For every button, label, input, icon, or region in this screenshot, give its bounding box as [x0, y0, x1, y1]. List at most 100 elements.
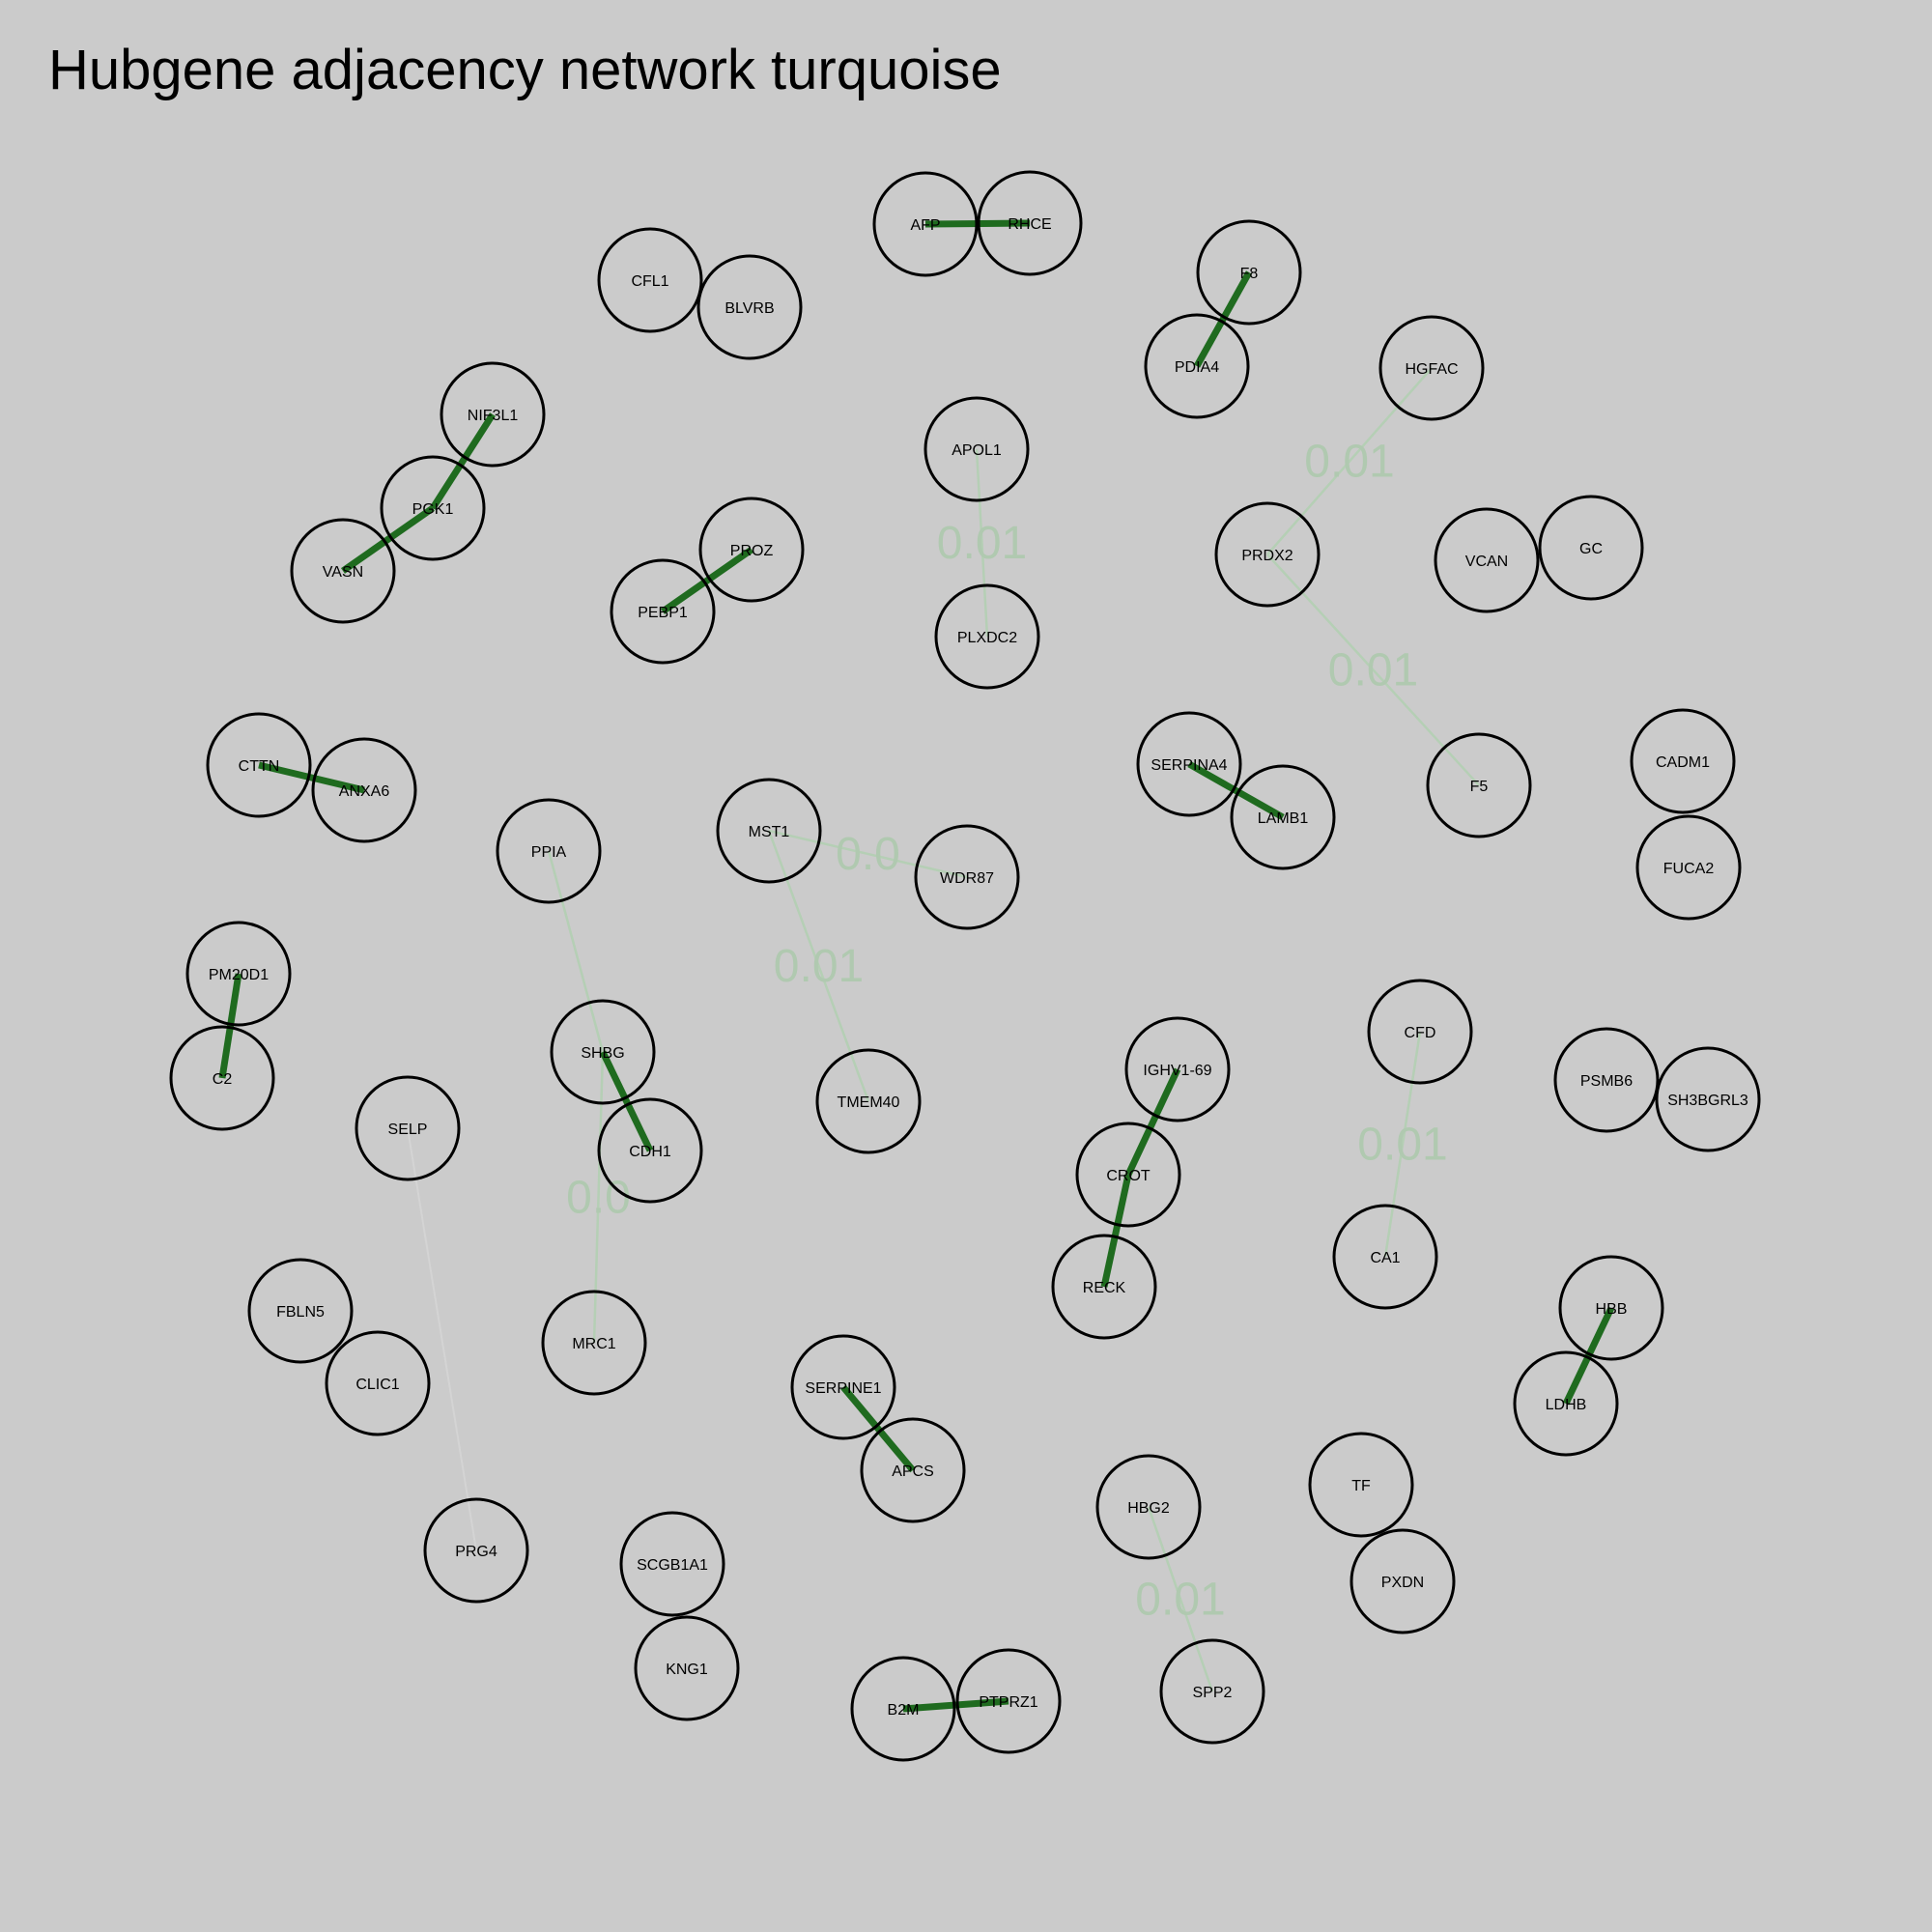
node-pebp1: PEBP1: [610, 558, 716, 665]
node-label: F5: [1470, 779, 1489, 795]
edge-serpina4-lamb1: [1187, 760, 1285, 821]
edge-shbg-mrc1: [592, 1051, 605, 1344]
node-label: PPIA: [531, 844, 567, 861]
edge-weight-label: 0.01: [1135, 1575, 1225, 1626]
node-label: NIF3L1: [468, 408, 519, 424]
node-mrc1: MRC1: [541, 1290, 647, 1396]
diagram-title: Hubgene adjacency network turquoise: [48, 39, 1002, 101]
node-circle: [1332, 1204, 1438, 1310]
edge-ighv1-69-crot: [1124, 1067, 1181, 1177]
node-circle: [169, 1025, 275, 1131]
node-hbg2: HBG2: [1095, 1454, 1202, 1560]
node-circle: [597, 227, 703, 333]
node-f5: F5: [1426, 732, 1532, 838]
node-plxdc2: PLXDC2: [934, 583, 1040, 690]
node-label: MST1: [749, 824, 790, 840]
node-circle: [423, 1497, 529, 1604]
node-label: PEBP1: [638, 605, 688, 621]
node-circle: [977, 170, 1083, 276]
edge-ppia-shbg: [547, 850, 605, 1053]
node-label: APOL1: [952, 442, 1002, 459]
node-circle: [696, 254, 803, 360]
node-apol1: APOL1: [923, 396, 1030, 502]
node-circle: [1051, 1234, 1157, 1340]
node-label: PTPRZ1: [979, 1694, 1037, 1711]
node-circle: [550, 999, 656, 1105]
node-cdh1: CDH1: [597, 1097, 703, 1204]
node-lamb1: LAMB1: [1230, 764, 1336, 870]
node-circle: [1630, 708, 1736, 814]
edge-hgfac-prdx2: [1266, 367, 1433, 555]
node-clic1: CLIC1: [325, 1330, 431, 1436]
node-label: CFL1: [631, 273, 668, 290]
node-label: TF: [1351, 1478, 1371, 1494]
node-circle: [311, 737, 417, 843]
node-ighv1-69: IGHV1-69: [1124, 1016, 1231, 1122]
node-shbg: SHBG: [550, 999, 656, 1105]
node-circle: [815, 1048, 922, 1154]
node-circle: [355, 1075, 461, 1181]
node-circle: [185, 921, 292, 1027]
node-circle: [934, 583, 1040, 690]
node-circle: [325, 1330, 431, 1436]
edge-hbb-ldhb: [1562, 1306, 1615, 1406]
node-circle: [541, 1290, 647, 1396]
node-vcan: VCAN: [1434, 507, 1540, 613]
node-wdr87: WDR87: [914, 824, 1020, 930]
node-fuca2: FUCA2: [1635, 814, 1742, 921]
edge-shbg-cdh1: [599, 1050, 654, 1152]
node-scgb1a1: SCGB1A1: [619, 1511, 725, 1617]
node-c2: C2: [169, 1025, 275, 1131]
node-ca1: CA1: [1332, 1204, 1438, 1310]
node-circle: [1214, 501, 1321, 608]
node-prg4: PRG4: [423, 1497, 529, 1604]
node-ptprz1: PTPRZ1: [955, 1648, 1062, 1754]
node-circle: [860, 1417, 966, 1523]
edge-b2m-ptprz1: [902, 1697, 1009, 1713]
node-pxdn: PXDN: [1350, 1528, 1456, 1634]
edge-weight-label: 0.01: [774, 941, 864, 992]
node-circle: [619, 1511, 725, 1617]
edge-hbg2-spp2: [1147, 1506, 1214, 1692]
node-ldhb: LDHB: [1513, 1350, 1619, 1457]
edge-cfd-ca1: [1383, 1031, 1422, 1258]
node-label: SERPINA4: [1151, 757, 1227, 774]
node-label: PM20D1: [209, 967, 269, 983]
node-hbb: HBB: [1558, 1255, 1664, 1361]
node-circle: [716, 778, 822, 884]
node-circle: [1558, 1255, 1664, 1361]
node-label: HBG2: [1127, 1500, 1170, 1517]
edge-nif3l1-pgk1: [430, 412, 496, 510]
node-label: SERPINE1: [805, 1380, 881, 1397]
node-label: SELP: [388, 1122, 428, 1138]
node-circle: [1426, 732, 1532, 838]
edge-weight-label: 0.01: [1357, 1120, 1447, 1171]
node-afp: AFP: [872, 171, 979, 277]
node-label: TMEM40: [838, 1094, 900, 1111]
node-label: ANXA6: [339, 783, 390, 800]
node-gc: GC: [1538, 495, 1644, 601]
node-label: CFD: [1405, 1025, 1436, 1041]
node-label: PGK1: [412, 501, 454, 518]
edge-mst1-tmem40: [767, 830, 870, 1102]
node-label: C2: [213, 1071, 233, 1088]
node-label: VCAN: [1465, 554, 1508, 570]
node-label: VASN: [323, 564, 363, 581]
node-tmem40: TMEM40: [815, 1048, 922, 1154]
node-hgfac: HGFAC: [1378, 315, 1485, 421]
node-circle: [1350, 1528, 1456, 1634]
node-circle: [1378, 315, 1485, 421]
node-label: MRC1: [572, 1336, 615, 1352]
node-label: BLVRB: [724, 300, 774, 317]
node-label: SCGB1A1: [637, 1557, 708, 1574]
node-pm20d1: PM20D1: [185, 921, 292, 1027]
node-label: FBLN5: [276, 1304, 325, 1321]
edge-proz-pebp1: [661, 547, 753, 614]
edge-cttn-anxa6: [258, 761, 365, 794]
node-reck: RECK: [1051, 1234, 1157, 1340]
node-label: CADM1: [1656, 754, 1710, 771]
edge-apol1-plxdc2: [975, 448, 989, 638]
node-serpina4: SERPINA4: [1136, 711, 1242, 817]
edge-labels-layer: 0.01 0.01 0.01 0.0 0.01 0.0 0.01 0.01: [566, 437, 1448, 1626]
